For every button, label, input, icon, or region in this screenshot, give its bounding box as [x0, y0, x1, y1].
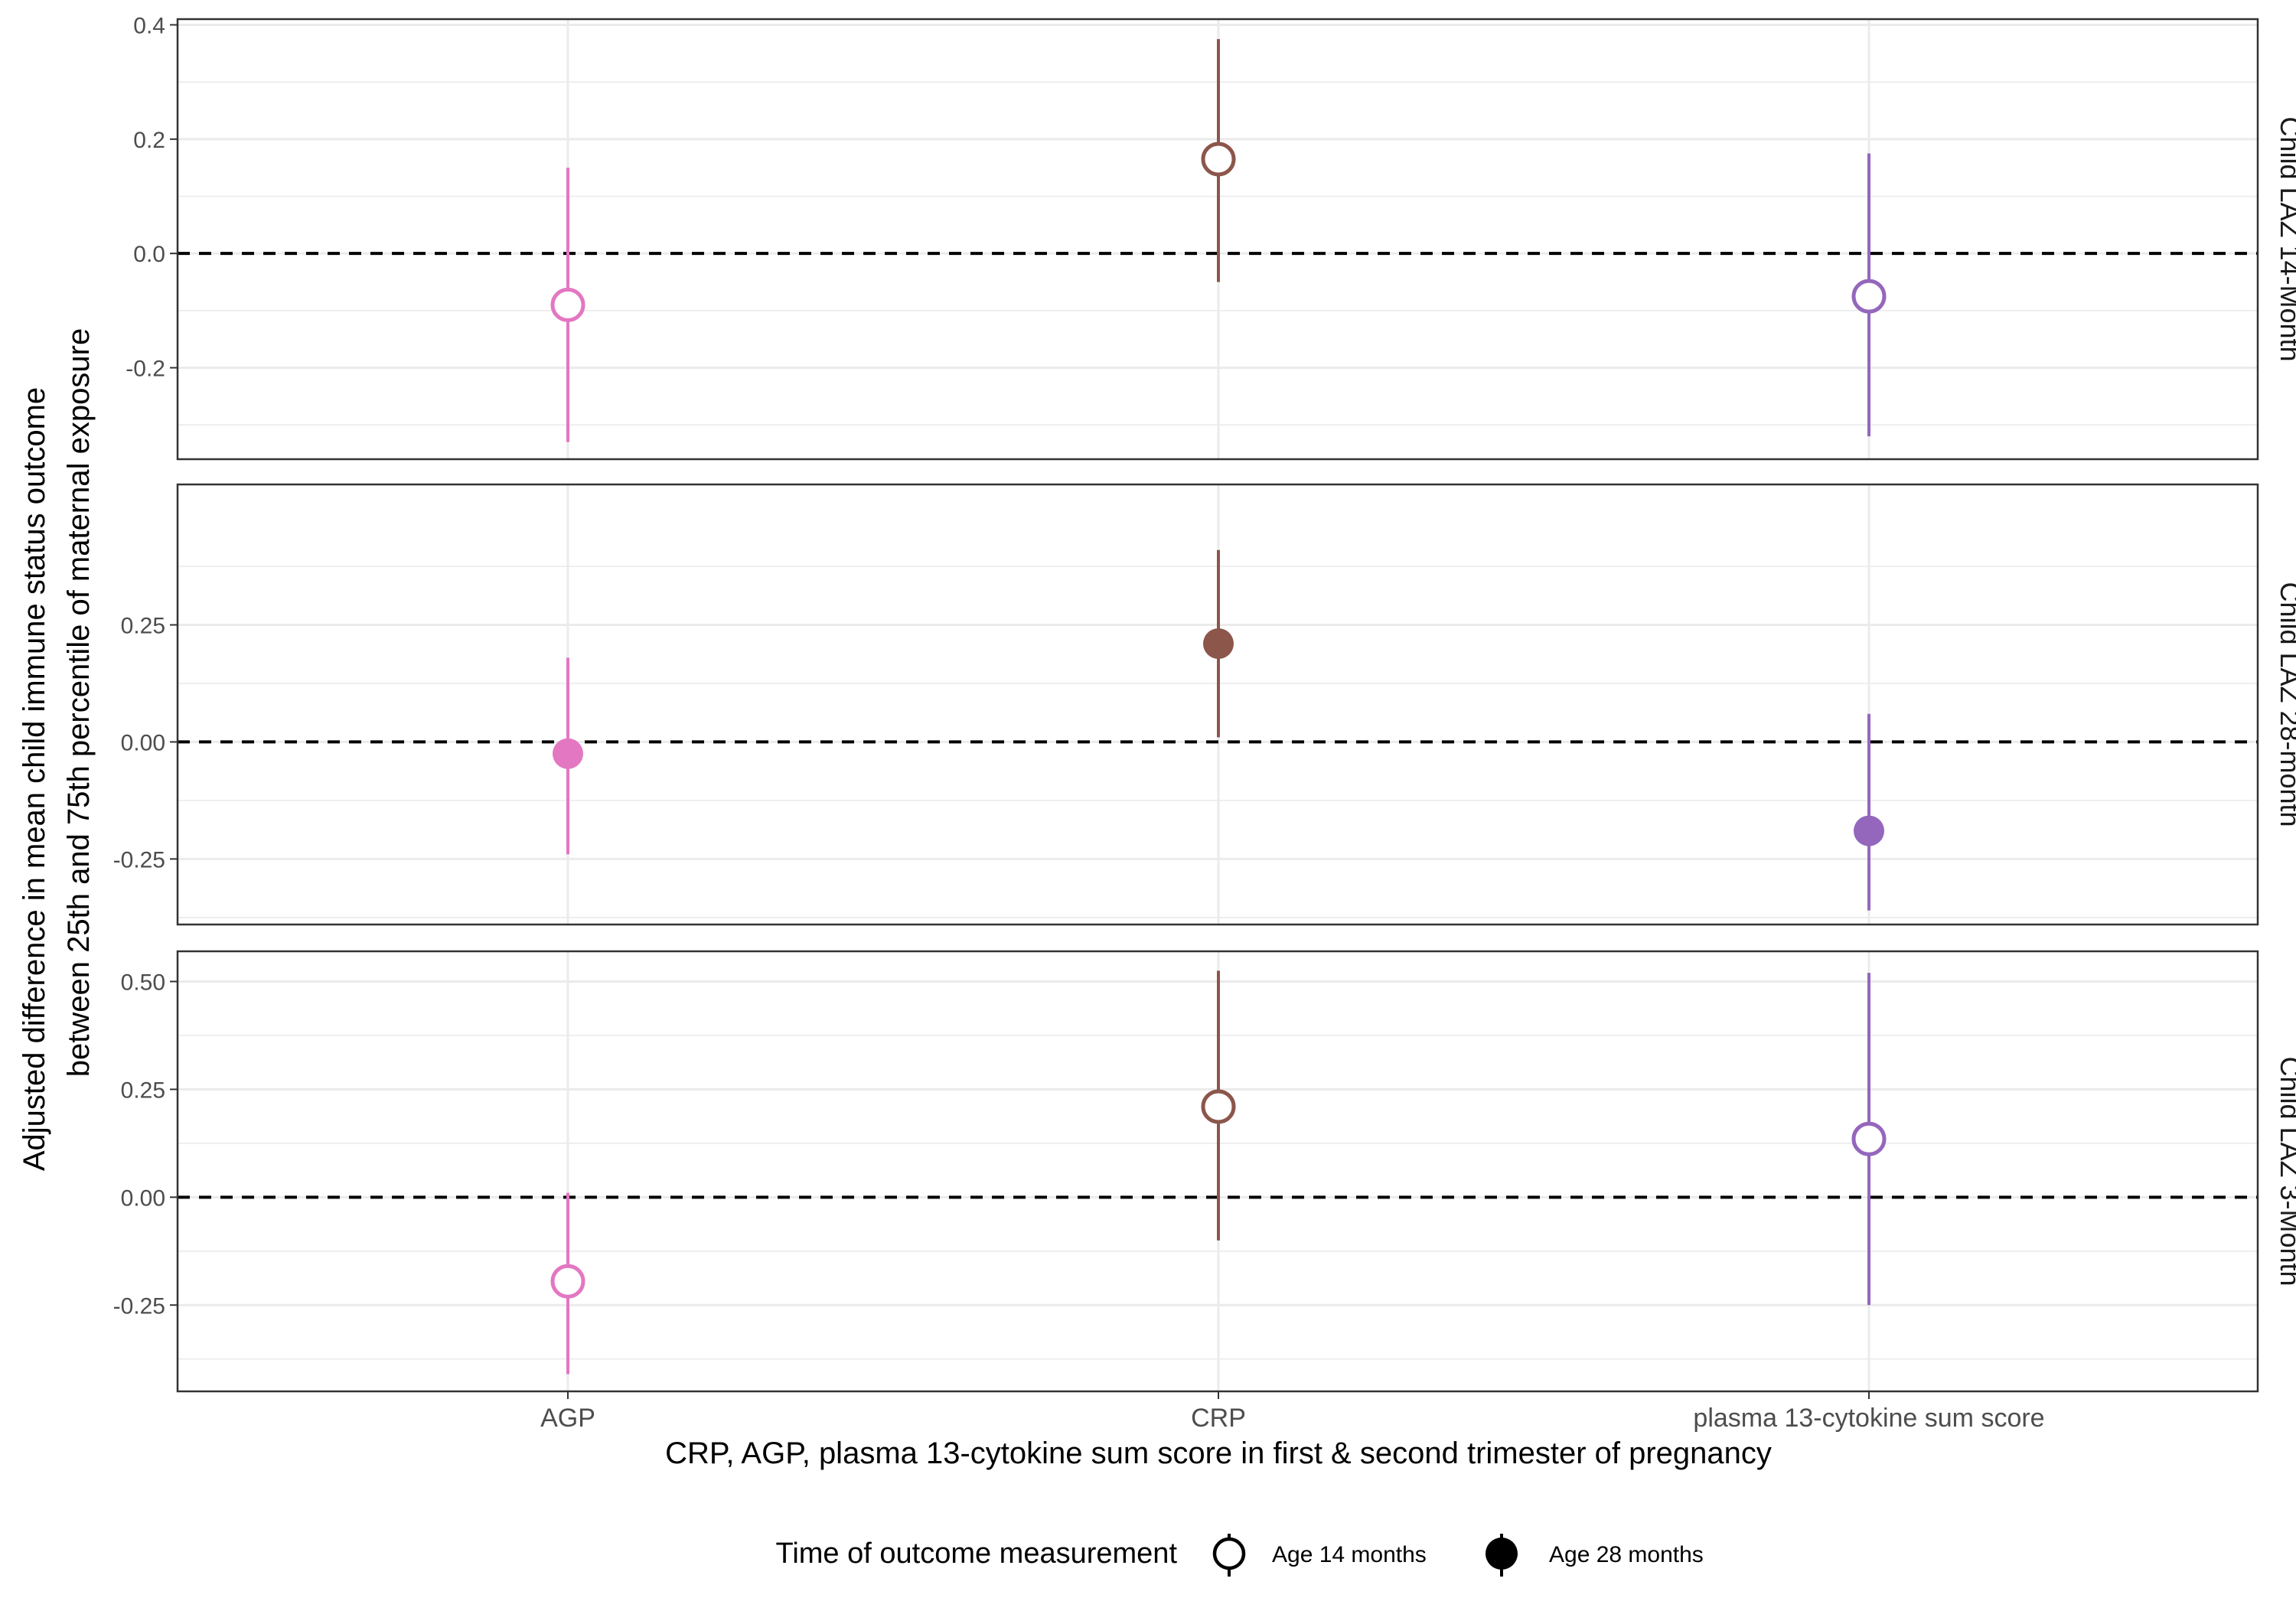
y-tick-label: 0.2: [133, 128, 165, 153]
point-marker: [1201, 1089, 1236, 1124]
legend: Time of outcome measurement Age 14 month…: [776, 1534, 1704, 1577]
estimate-agp: [550, 168, 585, 442]
estimate-crp: [1201, 970, 1236, 1241]
point-marker: [550, 287, 585, 322]
panel-child-laz-14-month: -0.2 0.0 0.2 0.4 Child LAZ 14-Month: [126, 13, 2296, 461]
y-tick-label: 0.0: [133, 242, 165, 267]
estimate-agp: [553, 657, 583, 855]
legend-key-age-14-months: [1212, 1534, 1246, 1577]
estimate-crp: [1203, 550, 1234, 738]
point-marker: [1201, 142, 1236, 177]
legend-label-age-28-months: Age 28 months: [1549, 1542, 1704, 1567]
x-tick-label-crp: CRP: [1191, 1404, 1246, 1433]
y-tick-label: -0.25: [113, 1293, 165, 1319]
x-tick-label-agp: AGP: [540, 1404, 595, 1433]
point-marker: [550, 1264, 585, 1299]
y-tick-label: 0.25: [121, 1078, 165, 1103]
y-tick-label: 0.50: [121, 970, 165, 995]
point-marker: [1851, 1121, 1887, 1156]
panels-layer: -0.2 0.0 0.2 0.4 Child LAZ 14-Month -0.25 0.00…: [113, 13, 2296, 1393]
point-marker: [1851, 279, 1887, 314]
y-tick-label: 0.4: [133, 13, 165, 38]
estimate-plasma-13-cytokine-sum-score: [1854, 713, 1884, 911]
panel-border: [176, 483, 2259, 926]
facet-strip-label: Child LAZ 28-month: [2275, 582, 2296, 827]
y-tick-label: 0.25: [121, 614, 165, 639]
facet-strip-label: Child LAZ 3-Month: [2275, 1056, 2296, 1286]
x-axis: AGP CRP plasma 13-cytokine sum score: [540, 1391, 2045, 1433]
x-axis-title: CRP, AGP, plasma 13-cytokine sum score i…: [665, 1437, 1772, 1470]
y-tick-label: 0.00: [121, 730, 165, 755]
y-axis-title-line-1: Adjusted difference in mean child immune…: [18, 387, 51, 1171]
estimate-agp: [550, 1192, 585, 1375]
legend-title: Time of outcome measurement: [776, 1538, 1178, 1570]
x-tick-label-plasma-13-cytokine-sum-score: plasma 13-cytokine sum score: [1693, 1404, 2044, 1433]
panel-child-laz-28-month: -0.25 0.00 0.25 Child LAZ 28-month: [113, 483, 2296, 926]
y-axis-title-line-2: between 25th and 75th percentile of mate…: [62, 328, 96, 1077]
facet-strip-label: Child LAZ 14-Month: [2275, 116, 2296, 361]
point-marker: [1203, 628, 1234, 659]
estimate-crp: [1201, 39, 1236, 282]
y-tick-label: -0.25: [113, 847, 165, 872]
legend-label-age-14-months: Age 14 months: [1272, 1542, 1427, 1567]
legend-key-age-28-months: [1486, 1534, 1518, 1577]
point-marker: [1854, 815, 1884, 846]
y-tick-label: -0.2: [126, 357, 165, 382]
panel-child-laz-3-month: -0.25 0.00 0.25 0.50 Child LAZ 3-Month: [113, 950, 2296, 1393]
estimate-plasma-13-cytokine-sum-score: [1851, 153, 1887, 437]
point-marker: [553, 738, 583, 769]
estimate-plasma-13-cytokine-sum-score: [1851, 973, 1887, 1306]
panel-border: [176, 18, 2259, 461]
y-tick-label: 0.00: [121, 1185, 165, 1211]
